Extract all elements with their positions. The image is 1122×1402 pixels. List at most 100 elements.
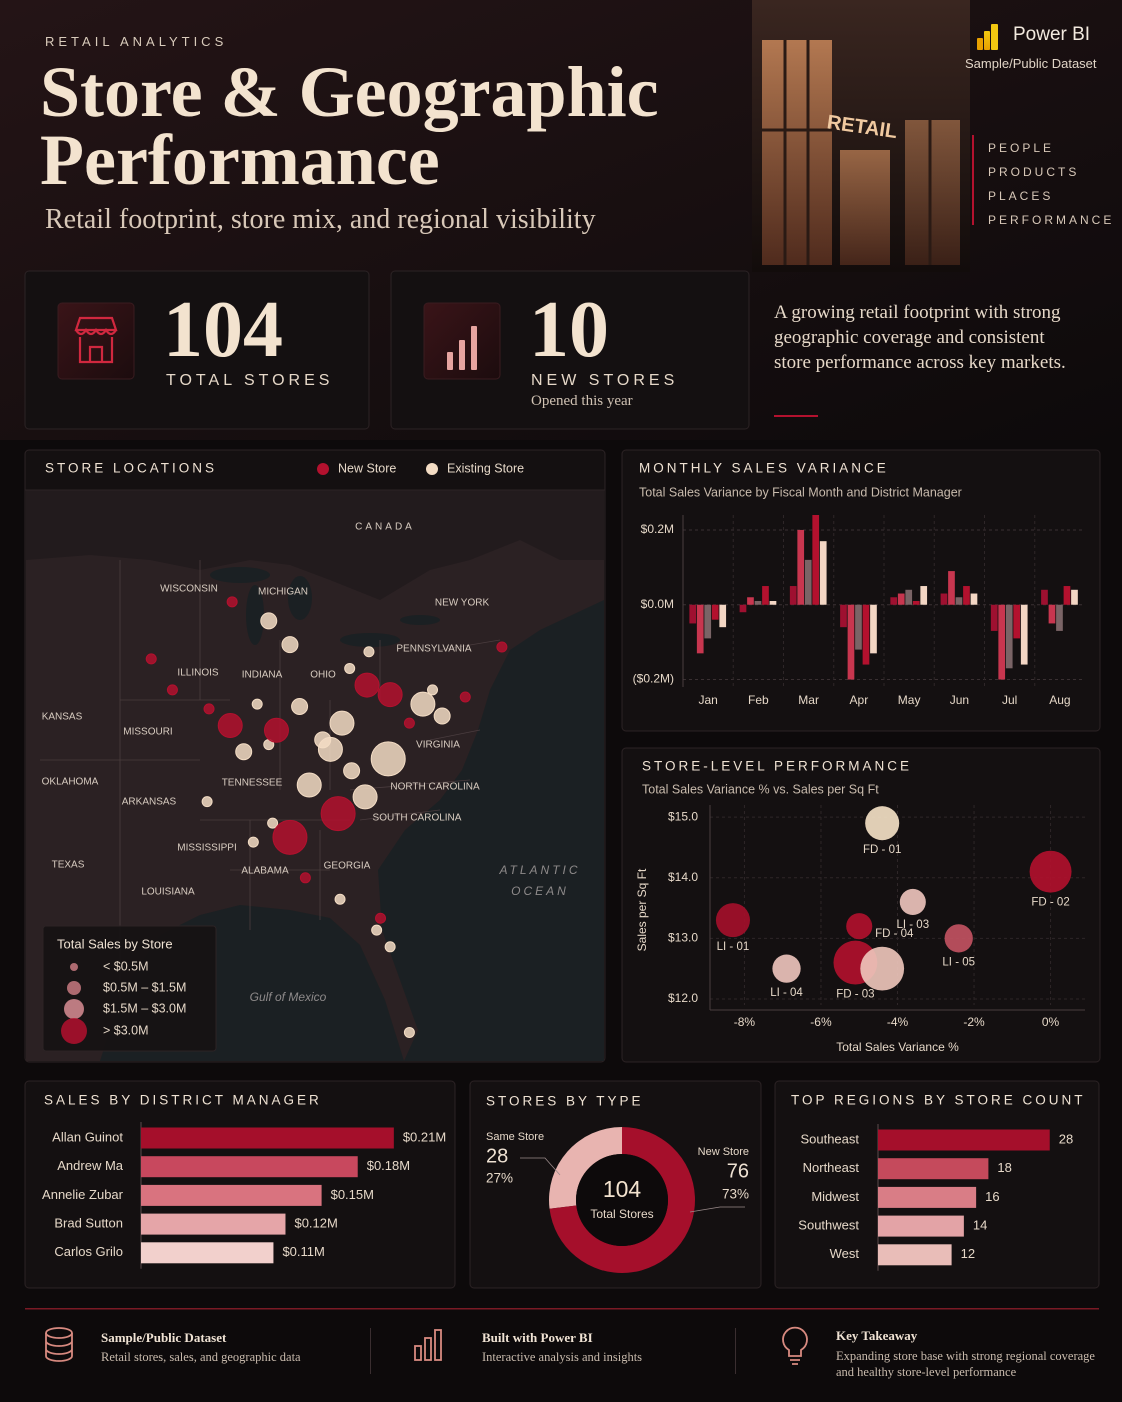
y-tick-label: Brad Sutton bbox=[54, 1216, 123, 1231]
region-label: OHIO bbox=[310, 670, 336, 681]
region-label: MISSISSIPPI bbox=[177, 843, 236, 854]
store-point bbox=[217, 713, 243, 739]
donut-center-label: Total Stores bbox=[590, 1207, 653, 1221]
bar bbox=[704, 604, 712, 639]
store-point bbox=[272, 819, 308, 855]
bubble bbox=[715, 903, 750, 938]
store-point bbox=[166, 684, 178, 696]
size-legend-swatch bbox=[67, 981, 81, 995]
panel bbox=[621, 449, 1101, 732]
bubble bbox=[772, 954, 801, 983]
store-point bbox=[375, 912, 387, 924]
nav-rule bbox=[972, 135, 974, 225]
bar bbox=[711, 604, 719, 620]
size-legend-box bbox=[42, 925, 217, 1052]
x-tick-label: 0% bbox=[1042, 1015, 1060, 1029]
store-point bbox=[247, 836, 259, 848]
store-point bbox=[410, 691, 436, 717]
panel-title: STORE-LEVEL PERFORMANCE bbox=[642, 759, 912, 774]
nav: PEOPLE PRODUCTS PLACES PERFORMANCE bbox=[988, 136, 1114, 232]
bubble-label: FD - 02 bbox=[1031, 897, 1069, 909]
size-legend-label: $0.5M – $1.5M bbox=[103, 980, 186, 994]
x-axis-label: Total Sales Variance % bbox=[836, 1040, 959, 1054]
bubble-label: LI - 04 bbox=[770, 987, 803, 999]
footer-title: Built with Power BI bbox=[482, 1330, 593, 1345]
bar bbox=[1013, 604, 1021, 639]
x-tick-label: -6% bbox=[810, 1015, 832, 1029]
value-label: 18 bbox=[997, 1160, 1011, 1175]
bar bbox=[878, 1244, 952, 1266]
nav-item[interactable]: PEOPLE bbox=[988, 141, 1055, 155]
store-point bbox=[371, 924, 383, 936]
y-tick-label: West bbox=[830, 1246, 860, 1261]
panel-subtitle: Total Sales Variance by Fiscal Month and… bbox=[639, 485, 962, 499]
bar bbox=[897, 593, 905, 605]
bar bbox=[141, 1184, 322, 1206]
region-label: ILLINOIS bbox=[177, 668, 218, 679]
size-legend-label: $1.5M – $3.0M bbox=[103, 1001, 186, 1015]
panel-title: TOP REGIONS BY STORE COUNT bbox=[791, 1093, 1086, 1108]
footer-title: Sample/Public Dataset bbox=[101, 1330, 227, 1345]
region-label: GEORGIA bbox=[324, 861, 371, 872]
bar bbox=[855, 604, 862, 650]
kpi-value: 10 bbox=[529, 286, 609, 374]
store-icon bbox=[74, 316, 118, 364]
kpi-value: 104 bbox=[163, 286, 283, 374]
region-label: Gulf of Mexico bbox=[250, 990, 327, 1004]
store-point bbox=[145, 653, 157, 665]
y-tick-label: Midwest bbox=[811, 1189, 859, 1204]
value-label: $0.21M bbox=[403, 1129, 446, 1144]
size-legend-label: < $0.5M bbox=[103, 959, 149, 973]
nav-item[interactable]: PRODUCTS bbox=[988, 165, 1080, 179]
store-point bbox=[363, 646, 375, 658]
nav-item[interactable]: PLACES bbox=[988, 189, 1054, 203]
footer-text: Expanding store base with strong regiona… bbox=[836, 1349, 1095, 1379]
x-tick-label: Feb bbox=[748, 693, 769, 707]
region-label: MISSOURI bbox=[123, 727, 172, 738]
bar bbox=[1056, 604, 1063, 631]
slice-value: 76 bbox=[727, 1160, 749, 1182]
bubble bbox=[899, 888, 926, 916]
bubble-label: FD - 01 bbox=[863, 844, 901, 856]
footer-rule bbox=[25, 1308, 1099, 1310]
dataset-tag: Sample/Public Dataset bbox=[965, 56, 1097, 71]
slice-value: 28 bbox=[486, 1145, 508, 1167]
value-label: $0.11M bbox=[282, 1244, 324, 1259]
size-legend-title: Total Sales by Store bbox=[57, 936, 173, 951]
bars-icon bbox=[447, 326, 477, 370]
bar bbox=[1005, 604, 1013, 669]
store-point bbox=[299, 872, 311, 884]
bar bbox=[878, 1129, 1050, 1151]
region-label: CANADA bbox=[355, 522, 415, 533]
storefront bbox=[752, 0, 970, 272]
store-point bbox=[203, 703, 215, 715]
bar bbox=[878, 1186, 977, 1208]
store-point bbox=[320, 796, 356, 832]
donut-center-value: 104 bbox=[603, 1176, 642, 1202]
region-label: LOUISIANA bbox=[141, 887, 195, 898]
y-tick-label: Southeast bbox=[800, 1131, 859, 1146]
bulb-icon bbox=[782, 1326, 808, 1365]
region-label: ATLANTIC bbox=[498, 863, 580, 877]
powerbi-logo bbox=[977, 24, 998, 50]
bubble bbox=[1029, 850, 1072, 893]
store-point bbox=[267, 817, 279, 829]
footer-title: Key Takeaway bbox=[836, 1328, 918, 1343]
bar bbox=[819, 541, 827, 605]
x-tick-label: -4% bbox=[887, 1015, 909, 1029]
x-tick-label: May bbox=[898, 693, 921, 707]
tagline-rule bbox=[774, 415, 818, 417]
size-legend-swatch bbox=[61, 1018, 87, 1044]
page-title: Store & Geographic Performance bbox=[40, 52, 659, 200]
bubble bbox=[846, 913, 873, 940]
footer-text: Retail stores, sales, and geographic dat… bbox=[101, 1350, 301, 1364]
region-label: INDIANA bbox=[242, 670, 283, 681]
store-point bbox=[226, 596, 238, 608]
bar bbox=[890, 597, 898, 605]
bar bbox=[797, 529, 805, 605]
nav-item[interactable]: PERFORMANCE bbox=[988, 213, 1115, 227]
region-label: TEXAS bbox=[52, 860, 85, 871]
x-tick-label: -8% bbox=[734, 1015, 756, 1029]
